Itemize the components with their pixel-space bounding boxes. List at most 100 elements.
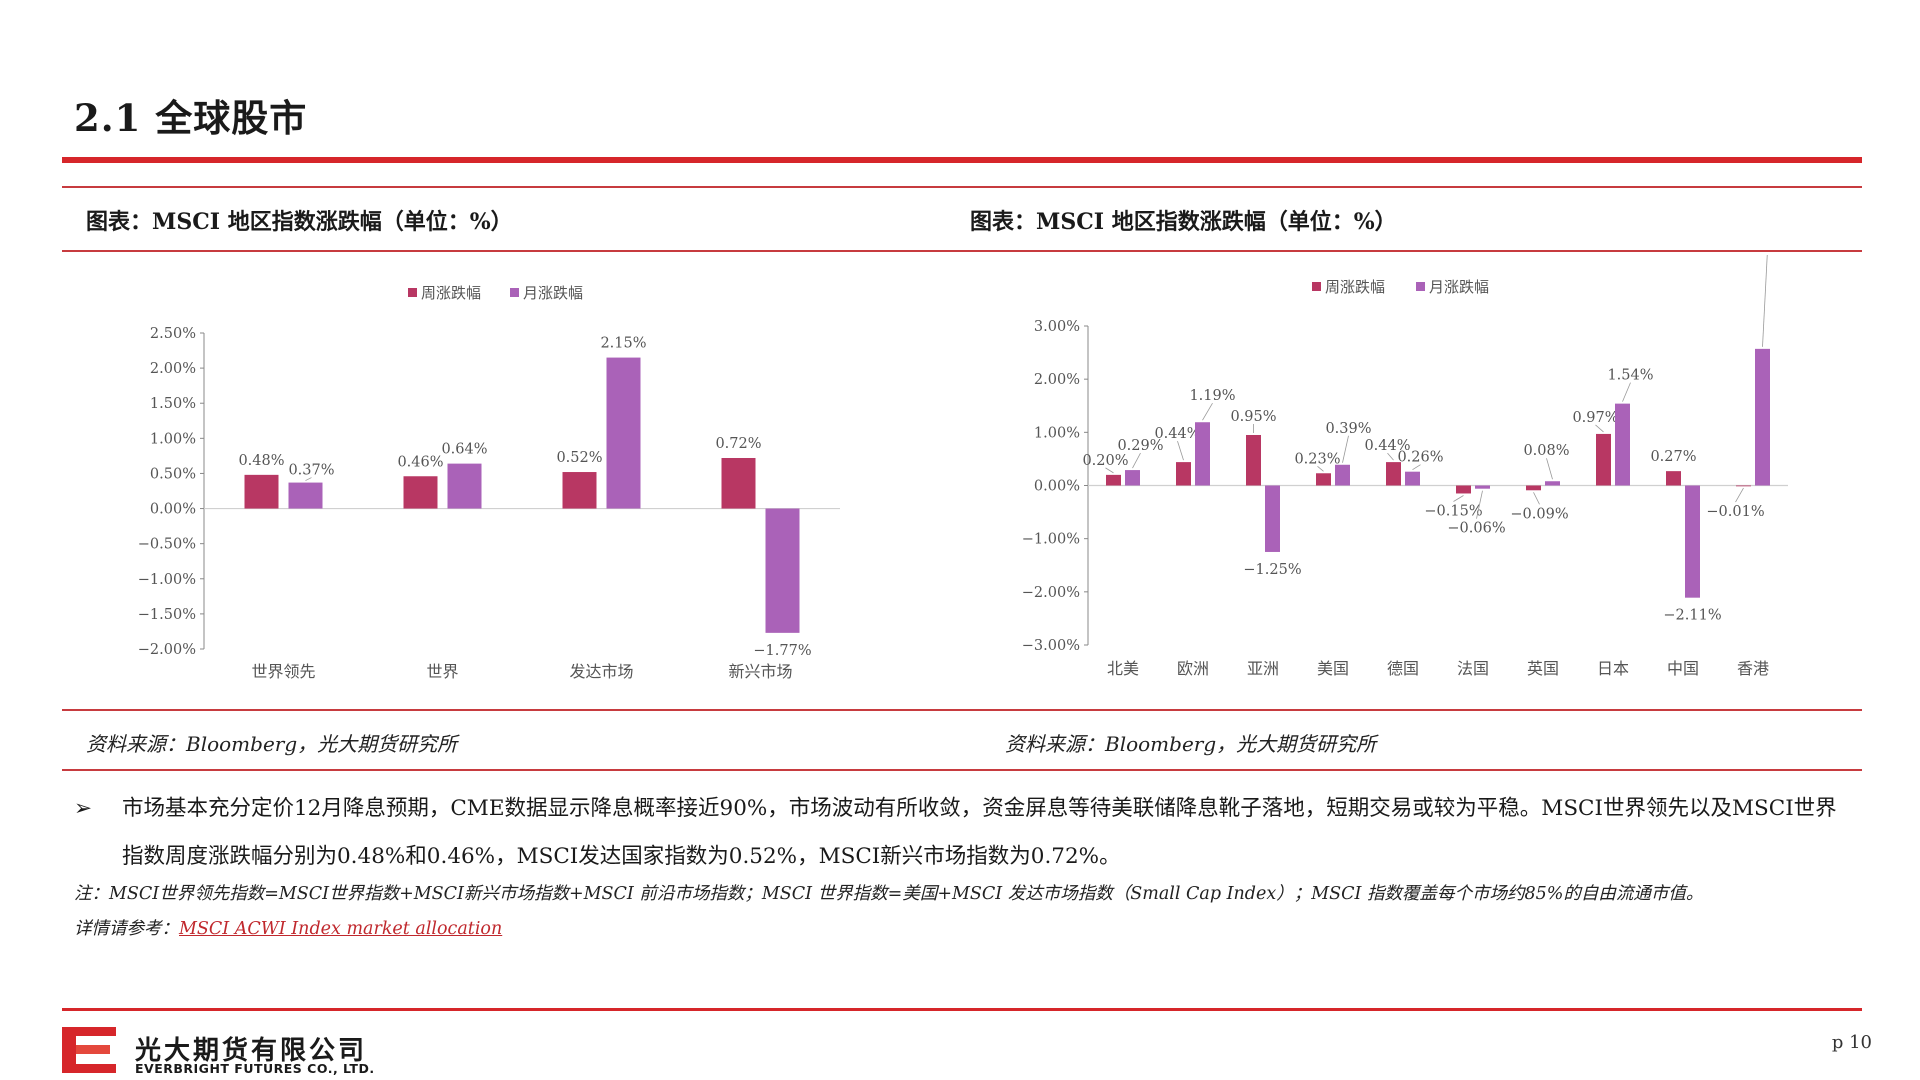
footer-divider: [62, 1008, 1862, 1011]
x-tick-label: 美国: [1317, 659, 1349, 678]
x-tick-label: 香港: [1737, 659, 1769, 678]
y-tick-label: 2.50%: [150, 326, 196, 342]
source-right: 资料来源：Bloomberg，光大期货研究所: [1005, 732, 1377, 756]
legend-swatch: [1416, 282, 1425, 291]
bar: [288, 482, 323, 509]
chart-title-right: 图表：MSCI 地区指数涨跌幅（单位：%）: [970, 209, 1397, 235]
x-tick-label: 法国: [1457, 659, 1489, 678]
footnote: 注：MSCI世界领先指数=MSCI世界指数+MSCI新兴市场指数+MSCI 前沿…: [74, 884, 1704, 904]
commentary-bullet: ➢ 市场基本充分定价12月降息预期，CME数据显示降息概率接近90%，市场波动有…: [74, 785, 1844, 881]
y-tick-label: 3.00%: [1034, 319, 1080, 335]
bar: [403, 476, 438, 509]
y-tick-label: 0.00%: [150, 502, 196, 518]
bar: [765, 508, 800, 633]
chart-header-bottom-line: [62, 250, 1862, 252]
data-label: 1.54%: [1607, 368, 1653, 384]
data-label: −1.25%: [1243, 562, 1301, 578]
bar: [1335, 464, 1350, 486]
reference-link[interactable]: MSCI ACWI Index market allocation: [179, 919, 503, 939]
source-left: 资料来源：Bloomberg，光大期货研究所: [86, 732, 458, 756]
bar: [562, 472, 597, 509]
data-label: 0.27%: [1650, 449, 1696, 465]
bar: [1545, 481, 1560, 486]
bullet-arrow-icon: ➢: [74, 796, 93, 821]
x-tick-label: 日本: [1597, 659, 1629, 678]
bar: [1596, 433, 1611, 486]
y-tick-label: 2.00%: [1034, 372, 1080, 388]
data-label: 0.37%: [288, 463, 334, 479]
label-leader-line: [1177, 440, 1184, 461]
bar: [1386, 462, 1401, 486]
y-tick-label: −2.00%: [138, 642, 196, 658]
company-logo-icon: [62, 1027, 116, 1073]
label-leader-line: [1476, 490, 1483, 519]
x-tick-label: 亚洲: [1247, 659, 1279, 678]
bar: [1475, 485, 1490, 489]
x-tick-label: 发达市场: [569, 662, 633, 681]
bar: [1195, 422, 1210, 486]
chart-header-top-line: [62, 186, 1862, 188]
bar: [1526, 485, 1541, 491]
data-label: 1.19%: [1189, 388, 1235, 404]
data-label: 0.64%: [441, 442, 487, 458]
label-leader-line: [1546, 458, 1553, 480]
data-label: 0.39%: [1325, 421, 1371, 437]
y-tick-label: −1.50%: [138, 607, 196, 623]
data-label: 0.20%: [1082, 453, 1128, 469]
data-label: −0.06%: [1447, 521, 1505, 537]
data-label: 0.44%: [1154, 426, 1200, 442]
company-name-en: EVERBRIGHT FUTURES CO., LTD.: [135, 1061, 375, 1076]
label-leader-line: [1762, 255, 1768, 347]
bar: [1176, 462, 1191, 486]
y-tick-label: 1.00%: [1034, 425, 1080, 441]
y-tick-label: −0.50%: [138, 537, 196, 553]
data-label: 0.95%: [1230, 409, 1276, 425]
chart-title-left: 图表：MSCI 地区指数涨跌幅（单位：%）: [86, 209, 513, 235]
bar: [244, 474, 279, 509]
bar: [447, 463, 482, 509]
x-tick-label: 北美: [1107, 659, 1139, 678]
commentary-text: 市场基本充分定价12月降息预期，CME数据显示降息概率接近90%，市场波动有所收…: [122, 796, 1837, 869]
legend-label: 周涨跌幅: [1325, 278, 1385, 296]
bar: [1736, 485, 1751, 487]
reference-line: 详情请参考：MSCI ACWI Index market allocation: [74, 915, 502, 940]
y-tick-label: 0.00%: [1034, 479, 1080, 495]
x-tick-label: 英国: [1527, 659, 1559, 678]
data-label: −1.77%: [753, 643, 811, 659]
bar: [606, 357, 641, 509]
label-leader-line: [305, 477, 312, 481]
label-leader-line: [1735, 487, 1744, 503]
label-leader-line: [1132, 452, 1141, 469]
page-title: 2.1 全球股市: [74, 96, 308, 140]
data-label: 0.26%: [1397, 450, 1443, 466]
company-name-cn: 光大期货有限公司: [135, 1036, 368, 1066]
bar: [1265, 485, 1280, 552]
legend-swatch: [1312, 282, 1321, 291]
x-tick-label: 德国: [1387, 659, 1419, 678]
reference-prefix: 详情请参考：: [74, 919, 179, 939]
label-leader-line: [1622, 382, 1631, 402]
bar: [1246, 434, 1261, 486]
label-leader-line: [1202, 403, 1213, 421]
y-tick-label: 2.00%: [150, 361, 196, 377]
bar: [721, 457, 756, 509]
source-bottom-line: [62, 769, 1862, 771]
label-leader-line: [1453, 495, 1464, 502]
source-top-line: [62, 709, 1862, 711]
data-label: 0.29%: [1117, 438, 1163, 454]
legend-swatch: [510, 288, 519, 297]
label-leader-line: [1412, 464, 1421, 471]
y-tick-label: 1.50%: [150, 396, 196, 412]
data-label: 0.08%: [1523, 443, 1569, 459]
chart-left: 周涨跌幅 月涨跌幅 2.50% 2.00% 1.50% 1.00% 0.50% 0.00% −0…: [138, 284, 840, 681]
bar: [1405, 471, 1420, 486]
y-tick-label: 1.00%: [150, 431, 196, 447]
x-tick-label: 世界领先: [251, 662, 315, 681]
x-tick-label: 中国: [1667, 659, 1699, 678]
data-label: 0.46%: [397, 454, 443, 470]
legend-swatch: [408, 288, 417, 297]
data-label: 2.15%: [600, 336, 646, 352]
y-tick-label: 0.50%: [150, 466, 196, 482]
x-tick-label: 欧洲: [1177, 659, 1209, 678]
data-label: 0.97%: [1572, 410, 1618, 426]
